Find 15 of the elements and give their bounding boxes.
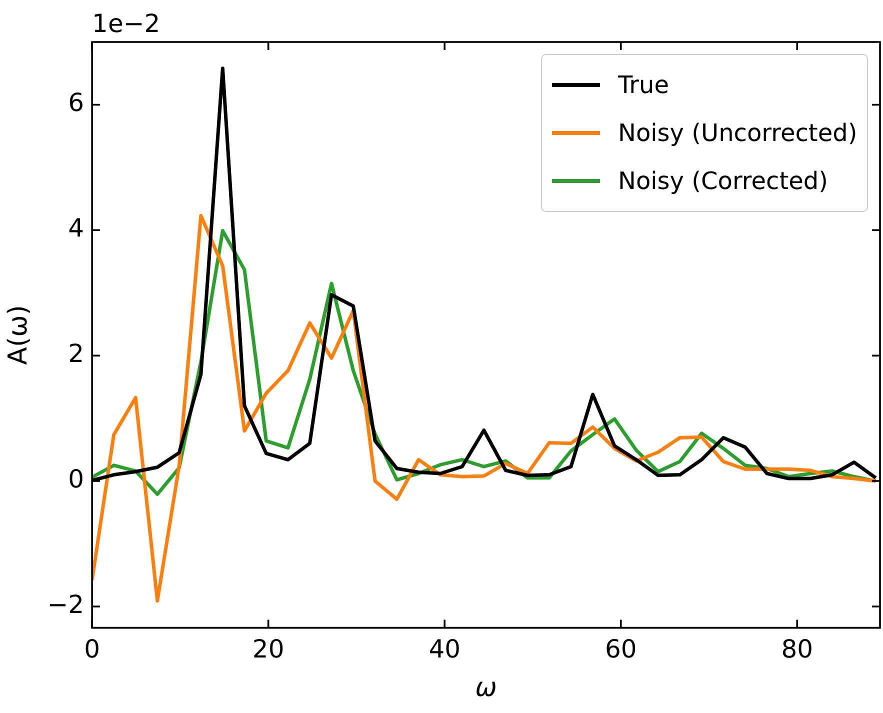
x-tick-label: 40 xyxy=(428,634,461,664)
y-tick-label: 6 xyxy=(68,88,84,118)
x-axis-title: ω xyxy=(475,673,497,704)
legend-label: Noisy (Uncorrected) xyxy=(618,119,858,147)
text: 1e−2 xyxy=(92,9,160,38)
x-tick-label: 20 xyxy=(252,634,284,664)
legend-label: True xyxy=(618,71,669,99)
y-axis-title: A(ω) xyxy=(3,304,34,365)
x-tick-label: 60 xyxy=(604,634,637,664)
y-tick-label: 2 xyxy=(68,339,84,368)
y-tick-label: 0 xyxy=(68,464,84,494)
y-tick-label: −2 xyxy=(47,590,84,619)
legend-label: Noisy (Corrected) xyxy=(618,167,828,195)
x-tick-label: 80 xyxy=(781,634,814,664)
y-tick-label: 4 xyxy=(68,214,84,243)
